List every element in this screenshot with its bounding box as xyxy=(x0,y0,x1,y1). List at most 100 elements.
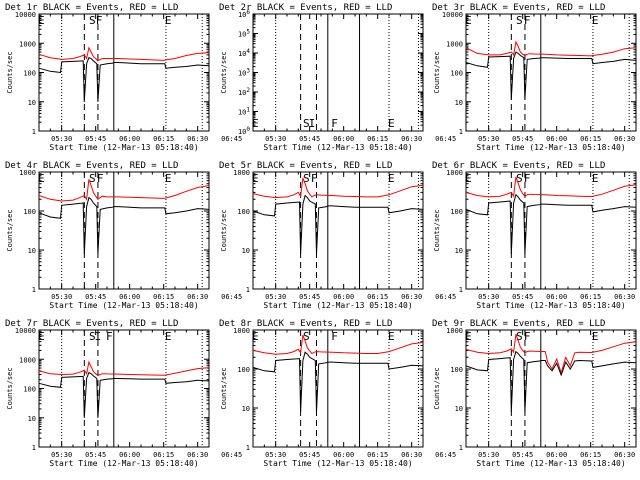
y-axis-label: Counts/sec xyxy=(220,51,228,93)
y-tick-label: 1000 xyxy=(19,356,36,364)
y-tick-label: 100 xyxy=(237,208,250,216)
y-axis-label: Counts/sec xyxy=(433,367,441,409)
x-tick-label: 06:30 xyxy=(614,293,635,301)
interval-marker-e: E xyxy=(38,172,45,185)
x-tick-label: 05:30 xyxy=(478,451,499,459)
y-tick-label: 100 xyxy=(237,366,250,374)
interval-marker-f: F xyxy=(97,172,104,185)
y-tick-base: 10 xyxy=(238,89,246,97)
x-tick-label: 06:15 xyxy=(580,451,601,459)
x-tick-label: 06:00 xyxy=(119,451,140,459)
x-tick-label: 06:30 xyxy=(614,135,635,143)
x-tick-label: 05:45 xyxy=(299,451,320,459)
plot-frame xyxy=(38,13,210,132)
panel-det-4: Det 4r BLACK = Events, RED = LLD 1 10 100 10… xyxy=(5,161,242,310)
y-tick-label: 1000 xyxy=(446,40,463,48)
panel-title: Det 1r BLACK = Events, RED = LLD xyxy=(5,3,178,13)
y-tick-label: 10 xyxy=(455,99,463,107)
interval-marker-f: F xyxy=(524,330,531,343)
x-tick-label: 05:30 xyxy=(51,293,72,301)
interval-marker-s: S xyxy=(303,172,310,185)
interval-marker-e: E xyxy=(165,14,172,27)
interval-marker-s: S xyxy=(516,172,523,185)
x-tick-label: 05:45 xyxy=(512,451,533,459)
x-tick-label: 05:45 xyxy=(85,135,106,143)
panel-det-6: Det 6r BLACK = Events, RED = LLD 1 10 100 10… xyxy=(432,161,637,310)
interval-marker-s: S xyxy=(89,14,96,27)
panel-det-9: Det 9r BLACK = Events, RED = LLD 1 10 100 10… xyxy=(432,319,637,468)
interval-marker-i: I xyxy=(95,330,102,343)
x-tick-label: 06:15 xyxy=(153,293,174,301)
y-tick-label: 105 xyxy=(238,29,250,39)
x-tick-label: 06:45 xyxy=(435,135,456,143)
x-tick-label: 06:15 xyxy=(153,135,174,143)
interval-marker-s: S xyxy=(303,117,310,130)
x-axis-label: Start Time (12-Mar-13 05:18:40) xyxy=(49,459,198,468)
y-tick-exp: 1 xyxy=(246,107,250,114)
x-tick-label: 06:00 xyxy=(119,135,140,143)
plot-frame xyxy=(465,13,637,132)
y-tick-label: 10 xyxy=(28,415,36,423)
x-tick-label: 06:15 xyxy=(580,293,601,301)
x-tick-label: 06:00 xyxy=(119,293,140,301)
x-tick-label: 06:15 xyxy=(367,451,388,459)
series-events-line xyxy=(252,194,424,254)
y-tick-base: 10 xyxy=(238,11,246,19)
y-tick-exp: 4 xyxy=(246,48,250,55)
y-tick-label: 104 xyxy=(238,48,250,58)
interval-marker-i: I xyxy=(309,117,316,130)
series-lld-line xyxy=(252,177,424,199)
y-tick-label: 102 xyxy=(238,87,250,97)
interval-marker-f: F xyxy=(96,14,103,27)
plot-frame xyxy=(252,171,424,290)
y-tick-base: 10 xyxy=(238,50,246,58)
y-tick-label: 1000 xyxy=(19,40,36,48)
interval-marker-e: E xyxy=(252,117,259,130)
x-tick-label: 05:30 xyxy=(478,135,499,143)
interval-marker-e: E xyxy=(38,14,45,27)
x-tick-label: 06:30 xyxy=(401,135,422,143)
x-tick-label: 05:30 xyxy=(265,135,286,143)
plot-frame xyxy=(252,329,424,448)
x-tick-label: 05:30 xyxy=(51,135,72,143)
y-tick-base: 10 xyxy=(238,109,246,117)
x-tick-label: 05:45 xyxy=(85,293,106,301)
panel-title: Det 6r BLACK = Events, RED = LLD xyxy=(432,161,605,171)
interval-marker-s: S xyxy=(89,330,96,343)
y-tick-label: 100 xyxy=(238,126,250,136)
x-tick-label: 06:45 xyxy=(435,451,456,459)
y-tick-label: 10 xyxy=(242,405,250,413)
panel-title: Det 2r BLACK = Events, RED = LLD xyxy=(219,3,392,13)
series-events-line xyxy=(252,351,424,412)
interval-marker-f: F xyxy=(524,172,531,185)
x-axis-label: Start Time (12-Mar-13 05:18:40) xyxy=(263,301,412,310)
y-tick-exp: 3 xyxy=(246,68,250,75)
series-events-line xyxy=(465,350,637,412)
interval-marker-e: E xyxy=(592,14,599,27)
interval-marker-e: E xyxy=(465,330,472,343)
y-tick-label: 1 xyxy=(459,444,463,452)
y-tick-exp: 6 xyxy=(246,9,250,16)
y-tick-label: 1 xyxy=(459,128,463,136)
series-lld-line xyxy=(465,176,637,198)
plot-frame xyxy=(252,13,424,132)
x-tick-label: 05:45 xyxy=(512,135,533,143)
x-axis-label: Start Time (12-Mar-13 05:18:40) xyxy=(49,301,198,310)
x-tick-label: 05:45 xyxy=(299,293,320,301)
interval-marker-e: E xyxy=(592,172,599,185)
plot-frame xyxy=(38,171,210,290)
x-axis-label: Start Time (12-Mar-13 05:18:40) xyxy=(476,301,625,310)
x-axis-label: Start Time (12-Mar-13 05:18:40) xyxy=(476,459,625,468)
y-tick-label: 100 xyxy=(450,70,463,78)
interval-marker-s: S xyxy=(303,330,310,343)
y-tick-label: 1 xyxy=(246,444,250,452)
y-tick-label: 1000 xyxy=(19,169,36,177)
x-tick-label: 05:30 xyxy=(265,451,286,459)
interval-marker-e: E xyxy=(252,172,259,185)
interval-marker-e: E xyxy=(165,172,172,185)
x-tick-label: 06:15 xyxy=(153,451,174,459)
series-events-line xyxy=(38,371,210,418)
y-tick-label: 10000 xyxy=(15,327,36,335)
x-tick-label: 06:45 xyxy=(221,135,242,143)
interval-marker-s: S xyxy=(516,330,523,343)
